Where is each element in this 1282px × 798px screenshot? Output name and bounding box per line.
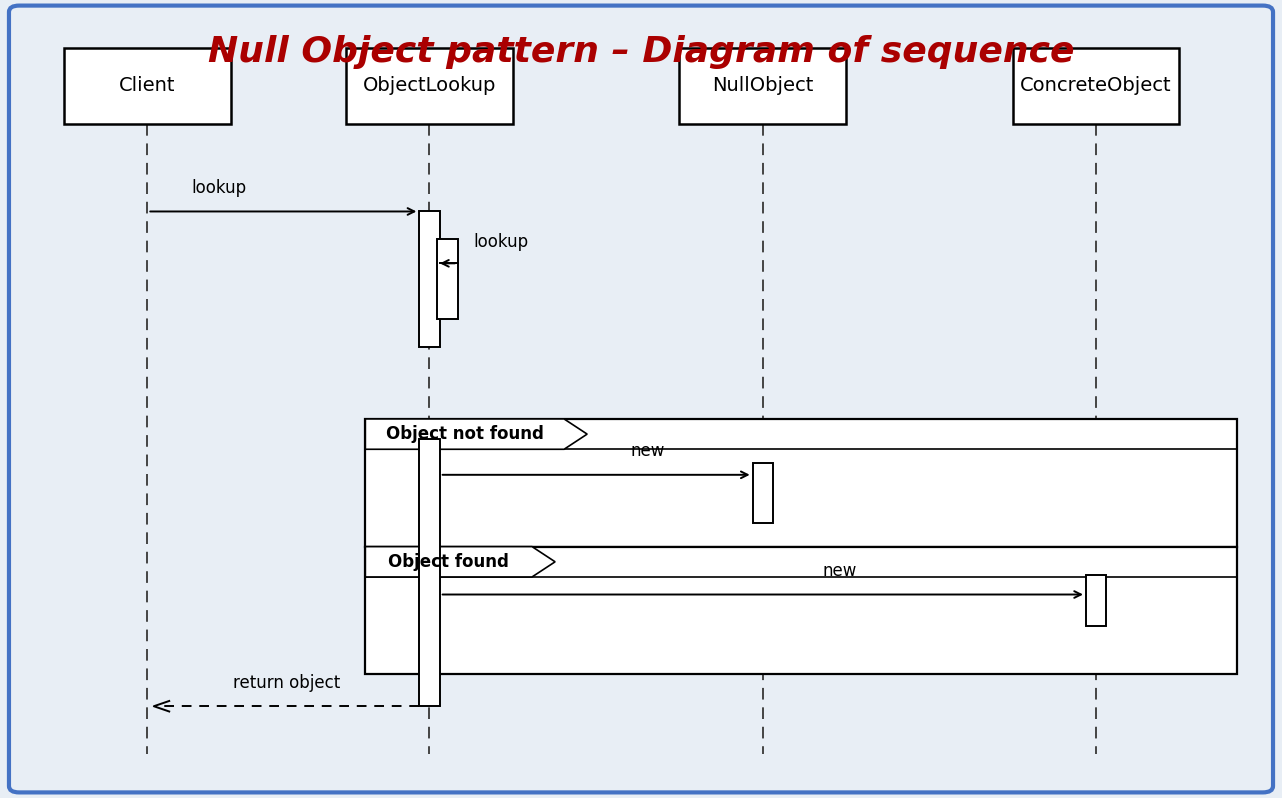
Text: lookup: lookup: [473, 232, 528, 251]
Text: new: new: [823, 562, 856, 580]
FancyBboxPatch shape: [9, 6, 1273, 792]
Text: ObjectLookup: ObjectLookup: [363, 77, 496, 95]
Text: Client: Client: [119, 77, 176, 95]
Bar: [365, 547, 1237, 674]
Bar: [419, 439, 440, 706]
Text: NullObject: NullObject: [712, 77, 814, 95]
Text: return object: return object: [233, 674, 340, 692]
Text: Object found: Object found: [388, 553, 509, 571]
Text: lookup: lookup: [192, 179, 246, 197]
Bar: [419, 211, 440, 347]
Polygon shape: [365, 419, 587, 449]
Bar: [753, 463, 773, 523]
Bar: [437, 239, 458, 319]
Bar: [64, 48, 231, 124]
Text: Null Object pattern – Diagram of sequence: Null Object pattern – Diagram of sequenc…: [208, 35, 1074, 69]
Text: ConcreteObject: ConcreteObject: [1020, 77, 1172, 95]
Polygon shape: [365, 547, 555, 577]
Bar: [365, 419, 1237, 547]
Text: new: new: [631, 442, 664, 460]
Bar: [1013, 48, 1179, 124]
Bar: [1086, 575, 1106, 626]
Bar: [346, 48, 513, 124]
Bar: [679, 48, 846, 124]
Text: Object not found: Object not found: [386, 425, 544, 443]
